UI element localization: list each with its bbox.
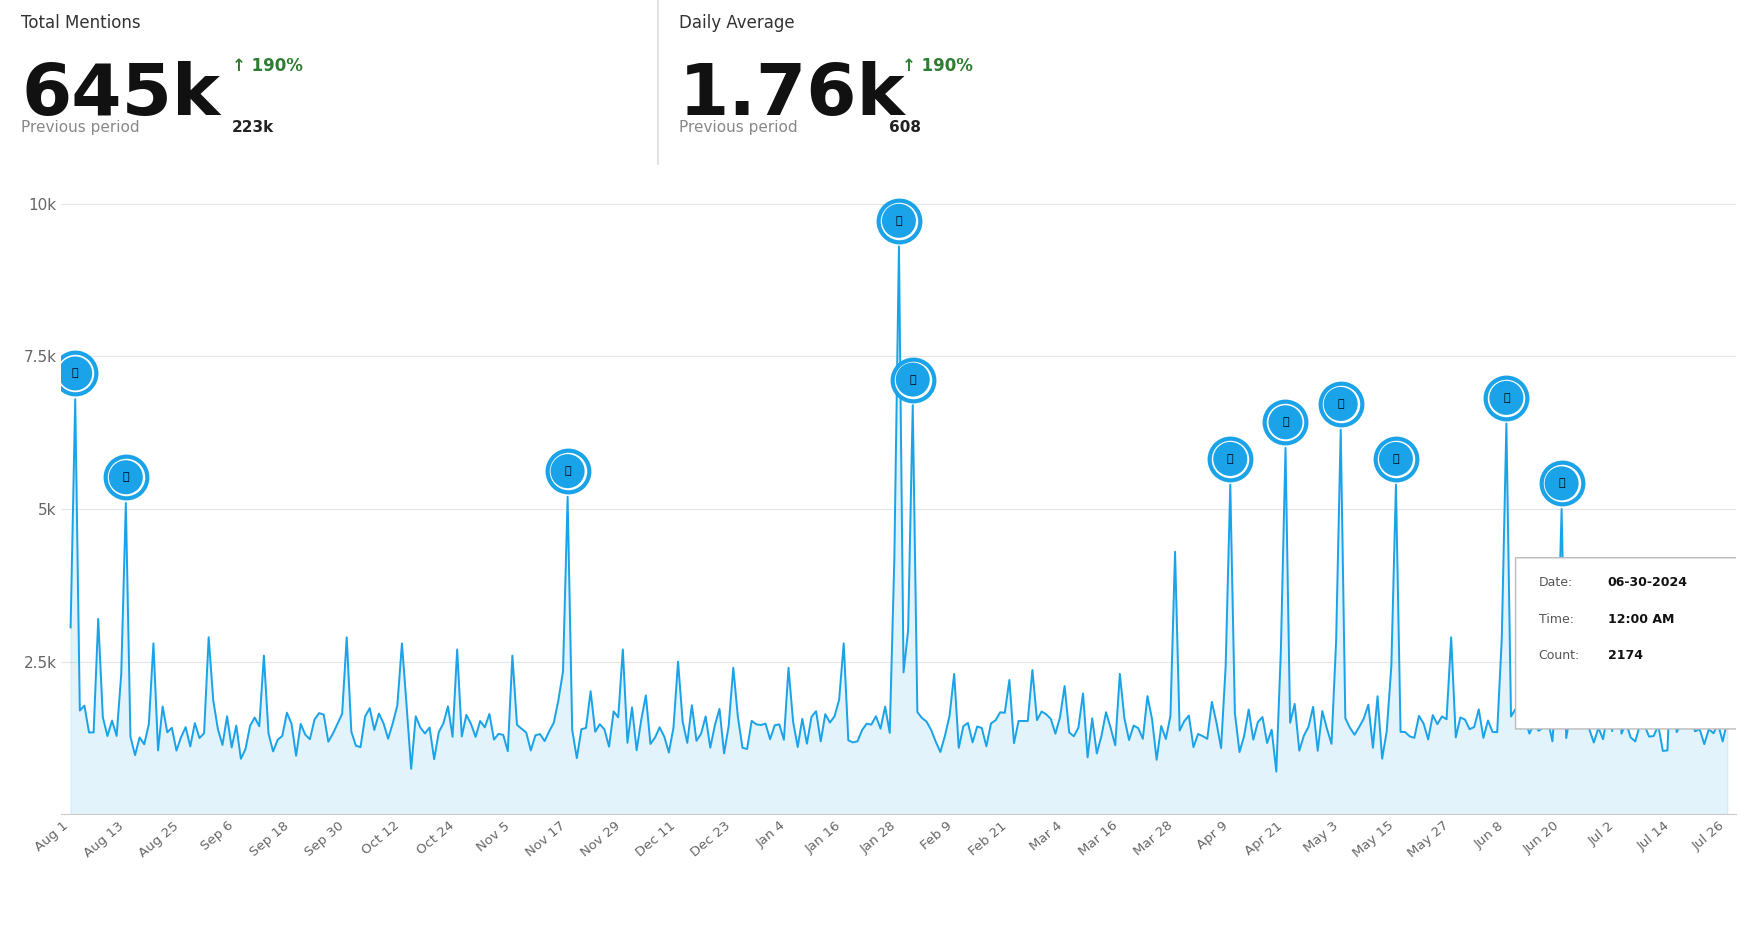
Point [1547, 475, 1575, 490]
Text: Daily Average: Daily Average [679, 14, 795, 32]
Text: 645k: 645k [21, 61, 219, 130]
Text: Time:: Time: [1538, 613, 1573, 626]
Text: ↑ 190%: ↑ 190% [232, 57, 303, 76]
Point [1272, 415, 1300, 430]
Text: Date:: Date: [1538, 577, 1573, 589]
Point [112, 470, 140, 485]
Text: ↑ 190%: ↑ 190% [902, 57, 973, 76]
Point [1216, 451, 1244, 466]
Text: 💡: 💡 [896, 216, 902, 226]
Text: 💡: 💡 [123, 473, 130, 482]
Text: 12:00 AM: 12:00 AM [1608, 613, 1673, 626]
Point [1272, 415, 1300, 430]
Point [1326, 397, 1354, 412]
Point [886, 213, 914, 228]
Point [61, 366, 89, 381]
Text: 06-30-2024: 06-30-2024 [1608, 577, 1687, 589]
Text: 💡: 💡 [909, 374, 916, 385]
Text: 2174: 2174 [1608, 650, 1642, 663]
Point [61, 366, 89, 381]
Text: Count:: Count: [1538, 650, 1580, 663]
Text: 💡: 💡 [1503, 393, 1510, 402]
Point [886, 213, 914, 228]
Point [1216, 451, 1244, 466]
Text: 223k: 223k [232, 120, 274, 135]
Point [898, 373, 926, 388]
Point [554, 463, 582, 478]
Point [1326, 397, 1354, 412]
Text: 💡: 💡 [1393, 454, 1400, 464]
Text: 💡: 💡 [1558, 478, 1565, 489]
Text: 1.76k: 1.76k [679, 61, 905, 130]
Point [1382, 451, 1410, 466]
Text: Total Mentions: Total Mentions [21, 14, 140, 32]
Text: Previous period: Previous period [21, 120, 149, 135]
Point [898, 373, 926, 388]
Point [554, 463, 582, 478]
Text: 608: 608 [889, 120, 921, 135]
Text: 💡: 💡 [1228, 454, 1233, 464]
Point [112, 470, 140, 485]
Point [1493, 390, 1521, 405]
Text: 💡: 💡 [72, 369, 79, 378]
Text: Previous period: Previous period [679, 120, 807, 135]
Point [1547, 475, 1575, 490]
Text: 💡: 💡 [1282, 417, 1289, 428]
Text: 💡: 💡 [1337, 399, 1344, 409]
Text: 💡: 💡 [565, 466, 570, 476]
Point [1493, 390, 1521, 405]
Point [1382, 451, 1410, 466]
FancyBboxPatch shape [1515, 558, 1754, 729]
